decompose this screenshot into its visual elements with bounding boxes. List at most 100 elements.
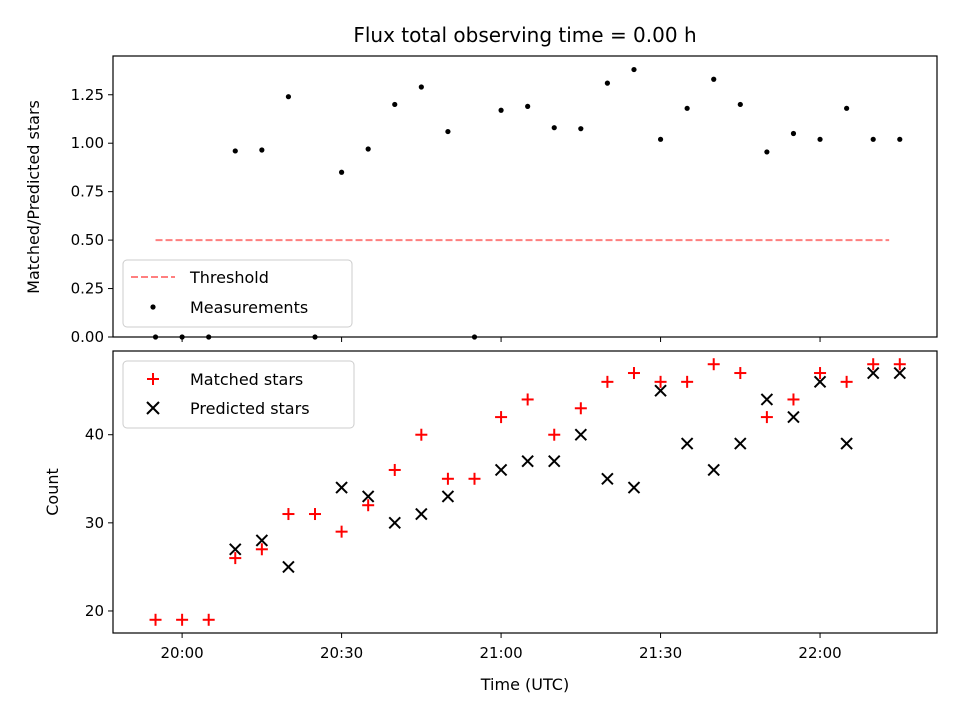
predicted-star-point bbox=[388, 516, 401, 530]
predicted-star-point bbox=[893, 366, 906, 380]
predicted-star-point bbox=[654, 384, 667, 397]
bottom-legend-box bbox=[122, 360, 355, 429]
matched-star-point bbox=[760, 411, 773, 424]
matched-star-point bbox=[495, 411, 508, 424]
matched-star-point bbox=[814, 367, 827, 380]
measurement-point bbox=[844, 105, 850, 111]
bottom-ytick-label: 20 bbox=[85, 602, 104, 620]
predicted-star-point bbox=[840, 437, 853, 450]
legend-matched-label: Matched stars bbox=[190, 370, 303, 389]
measurement-point bbox=[897, 136, 903, 142]
top-panel-x-ticks bbox=[181, 337, 821, 342]
measurement-point bbox=[870, 136, 876, 142]
measurement-point bbox=[525, 103, 531, 109]
legend-predicted-label: Predicted stars bbox=[190, 399, 310, 418]
measurement-point bbox=[790, 130, 797, 137]
top-legend-box bbox=[122, 259, 353, 328]
matched-star-point bbox=[548, 428, 561, 441]
predicted-star-point bbox=[415, 507, 428, 521]
top-panel: Flux total observing time = 0.00 h 0.00 0… bbox=[24, 23, 938, 346]
matched-star-point bbox=[681, 375, 694, 388]
matched-star-point bbox=[202, 613, 215, 626]
matched-star-point bbox=[282, 508, 295, 521]
measurement-point bbox=[551, 125, 557, 131]
bottom-panel-xlabel: Time (UTC) bbox=[480, 675, 569, 694]
measurement-point bbox=[578, 126, 584, 132]
predicted-star-point bbox=[680, 437, 694, 450]
predicted-star-point bbox=[361, 490, 375, 503]
matched-star-point bbox=[654, 375, 667, 388]
legend-measurements-label: Measurements bbox=[190, 298, 308, 317]
bottom-xtick-label: 21:00 bbox=[479, 644, 522, 662]
predicted-star-point bbox=[627, 481, 641, 494]
bottom-panel-marks bbox=[149, 358, 906, 626]
matched-star-point bbox=[176, 613, 189, 626]
matched-star-point bbox=[441, 472, 454, 485]
matched-star-point bbox=[787, 393, 800, 406]
predicted-star-point bbox=[813, 375, 827, 389]
predicted-star-point bbox=[521, 454, 534, 468]
predicted-star-point bbox=[335, 481, 348, 494]
bottom-xtick-label: 21:30 bbox=[639, 644, 682, 662]
predicted-star-point bbox=[229, 543, 242, 556]
top-panel-title: Flux total observing time = 0.00 h bbox=[353, 23, 696, 47]
bottom-panel-x-ticks: 20:00 20:30 21:00 21:30 22:00 bbox=[160, 633, 842, 662]
bottom-ytick-label: 40 bbox=[85, 426, 104, 444]
measurement-point bbox=[418, 84, 424, 90]
measurement-point bbox=[764, 149, 770, 155]
measurement-point bbox=[365, 146, 371, 152]
bottom-panel-y-ticks: 20 30 40 bbox=[85, 426, 113, 620]
legend-measurements-swatch bbox=[150, 304, 156, 310]
matched-star-point bbox=[627, 367, 640, 380]
predicted-star-point bbox=[787, 410, 800, 424]
bottom-panel-frame bbox=[112, 350, 938, 634]
bottom-panel-ylabel: Count bbox=[43, 468, 62, 516]
measurement-point bbox=[338, 169, 345, 175]
predicted-star-point bbox=[255, 534, 269, 547]
legend-predicted-swatch bbox=[146, 401, 160, 415]
predicted-star-point bbox=[707, 463, 720, 477]
predicted-star-point bbox=[548, 454, 561, 468]
matched-star-point bbox=[574, 402, 587, 415]
top-ytick-label: 1.00 bbox=[71, 134, 104, 152]
matched-star-point bbox=[229, 552, 242, 565]
bottom-xtick-label: 22:00 bbox=[798, 644, 841, 662]
measurement-point bbox=[604, 80, 611, 86]
predicted-star-point bbox=[734, 437, 747, 450]
matched-star-point bbox=[255, 543, 268, 556]
matched-star-point bbox=[362, 499, 375, 512]
measurement-point bbox=[817, 136, 823, 142]
bottom-legend: Matched stars Predicted stars bbox=[122, 360, 355, 429]
measurement-point bbox=[631, 66, 637, 73]
measurement-point bbox=[392, 101, 398, 108]
top-ytick-label: 0.50 bbox=[71, 231, 104, 249]
measurement-point bbox=[445, 128, 451, 135]
top-ytick-label: 0.25 bbox=[71, 280, 104, 298]
top-legend: Threshold Measurements bbox=[122, 259, 353, 328]
matched-star-point bbox=[149, 613, 162, 626]
predicted-star-point bbox=[441, 490, 455, 503]
measurement-point bbox=[737, 101, 743, 108]
measurement-point bbox=[711, 76, 717, 82]
matched-star-point bbox=[309, 508, 322, 521]
legend-matched-swatch bbox=[147, 373, 159, 385]
bottom-xtick-label: 20:00 bbox=[160, 644, 203, 662]
predicted-star-point bbox=[760, 393, 774, 406]
matched-star-point bbox=[893, 358, 906, 371]
matched-star-point bbox=[601, 375, 614, 388]
bottom-xtick-label: 20:30 bbox=[320, 644, 363, 662]
top-ytick-label: 1.25 bbox=[71, 86, 104, 104]
predicted-star-point bbox=[574, 428, 588, 441]
matched-star-point bbox=[388, 463, 401, 476]
bottom-ytick-label: 30 bbox=[85, 514, 104, 532]
top-panel-marks bbox=[152, 66, 903, 340]
matched-star-point bbox=[468, 472, 481, 485]
matched-star-point bbox=[867, 358, 880, 371]
top-ytick-label: 0.00 bbox=[71, 328, 104, 346]
measurement-point bbox=[259, 147, 265, 153]
measurement-point bbox=[232, 148, 238, 154]
measurement-point bbox=[657, 136, 664, 142]
bottom-panel: 20 30 40 20:00 20:30 21:00 21:30 22:00 Count T… bbox=[43, 350, 938, 694]
